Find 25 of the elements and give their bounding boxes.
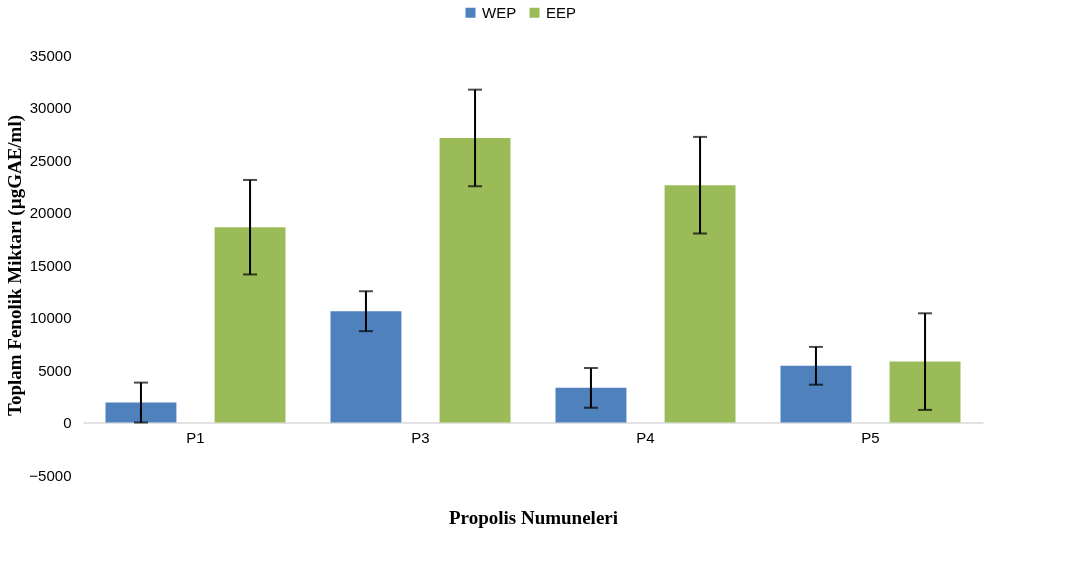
bar [889, 361, 961, 423]
y-tick-label: 5000 [38, 361, 72, 379]
x-tick-label: P4 [636, 429, 655, 446]
x-tick-label: P1 [186, 429, 205, 446]
bar [555, 387, 627, 423]
y-tick-label: 10000 [29, 309, 72, 326]
bar [780, 365, 852, 423]
bar [105, 402, 177, 423]
x-tick-label: P5 [861, 429, 880, 446]
legend-label: EEP [546, 3, 577, 21]
y-tick-label: 20000 [29, 204, 72, 221]
y-tick-label: −5000 [29, 466, 72, 484]
y-tick-label: 25000 [29, 151, 72, 169]
y-tick-label: 0 [63, 414, 72, 431]
y-tick-label: 15000 [29, 256, 72, 274]
bar [214, 227, 286, 423]
y-tick-label: 35000 [29, 46, 72, 64]
bar [330, 311, 402, 423]
bar [439, 137, 511, 423]
legend-label: WEP [482, 3, 517, 21]
x-tick-label: P3 [411, 429, 430, 446]
y-tick-label: 30000 [29, 99, 72, 116]
y-axis-title: Toplam Fenolik Miktarı (µgGAE/ml) [4, 114, 27, 417]
x-axis-title: Propolis Numuneleri [448, 506, 619, 528]
bar [664, 185, 736, 423]
